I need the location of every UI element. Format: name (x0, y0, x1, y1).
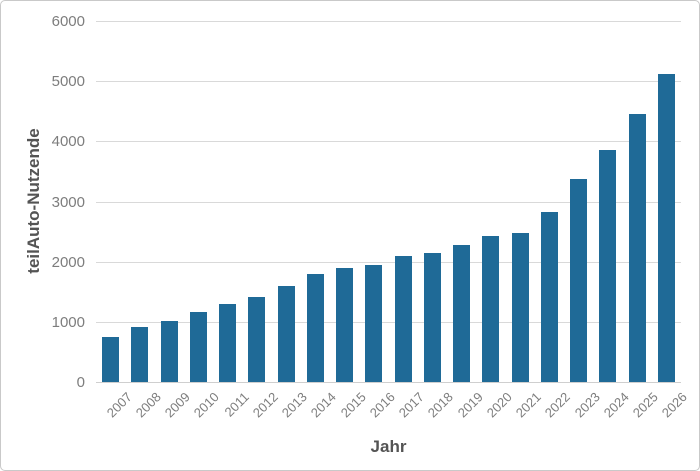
bar-2007 (102, 336, 120, 382)
x-tick-label-2014: 2014 (308, 389, 340, 421)
bar-2009 (160, 321, 178, 382)
y-tick-label-4000: 4000 (51, 133, 85, 151)
x-tick-label-2025: 2025 (629, 389, 662, 421)
bar-2012 (248, 297, 266, 382)
y-tick-label-5000: 5000 (51, 73, 85, 91)
bar-2014 (306, 273, 324, 382)
x-tick-label-2010: 2010 (191, 389, 223, 421)
bar-2017 (394, 255, 412, 382)
gridline-0 (96, 382, 681, 383)
x-tick-label-2013: 2013 (278, 389, 311, 421)
y-tick-label-3000: 3000 (51, 193, 85, 211)
x-axis-title: Jahr (370, 437, 407, 456)
x-tick-label-2011: 2011 (221, 389, 252, 420)
gridline-1000 (96, 321, 681, 323)
bar-2008 (131, 327, 149, 382)
x-tick-label-2020: 2020 (483, 389, 515, 421)
x-tick-label-2023: 2023 (571, 389, 603, 421)
x-tick-label-2008: 2008 (132, 389, 164, 421)
x-tick-label-2026: 2026 (659, 389, 691, 421)
x-tick-label-2007: 2007 (103, 389, 135, 421)
y-tick-label-1000: 1000 (51, 313, 85, 331)
bar-2020 (482, 235, 500, 382)
x-tick-label-2018: 2018 (425, 389, 457, 421)
bar-2022 (540, 211, 558, 382)
bar-2021 (511, 232, 529, 382)
gridline-3000 (96, 201, 681, 203)
x-tick-label-2024: 2024 (600, 389, 632, 421)
x-tick-label-2017: 2017 (395, 389, 428, 421)
bar-2019 (453, 245, 471, 382)
x-tick-label-2016: 2016 (366, 389, 398, 421)
x-tick-label-2009: 2009 (161, 389, 194, 421)
gridline-2000 (96, 261, 681, 263)
x-tick-label-2019: 2019 (454, 389, 486, 421)
x-tick-label-2022: 2022 (542, 389, 574, 421)
x-tick-label-2021: 2021 (512, 389, 545, 421)
x-tick-label-2012: 2012 (249, 389, 281, 421)
bar-2025 (628, 114, 646, 382)
plot-area (96, 21, 681, 383)
bar-2016 (365, 264, 383, 382)
y-tick-label-0: 0 (76, 374, 85, 391)
x-tick-label-2015: 2015 (337, 389, 369, 421)
bar-2013 (277, 285, 295, 382)
y-tick-label-6000: 6000 (51, 13, 85, 30)
gridline-6000 (96, 21, 681, 22)
bar-2010 (189, 311, 207, 382)
bar-2023 (570, 179, 588, 382)
bar-2015 (336, 268, 354, 382)
bar-2026 (657, 73, 675, 382)
gridline-5000 (96, 81, 681, 83)
bar-2018 (423, 252, 441, 382)
bar-2024 (599, 149, 617, 382)
bar-2011 (219, 303, 237, 382)
gridline-4000 (96, 141, 681, 143)
y-tick-label-2000: 2000 (51, 253, 85, 271)
